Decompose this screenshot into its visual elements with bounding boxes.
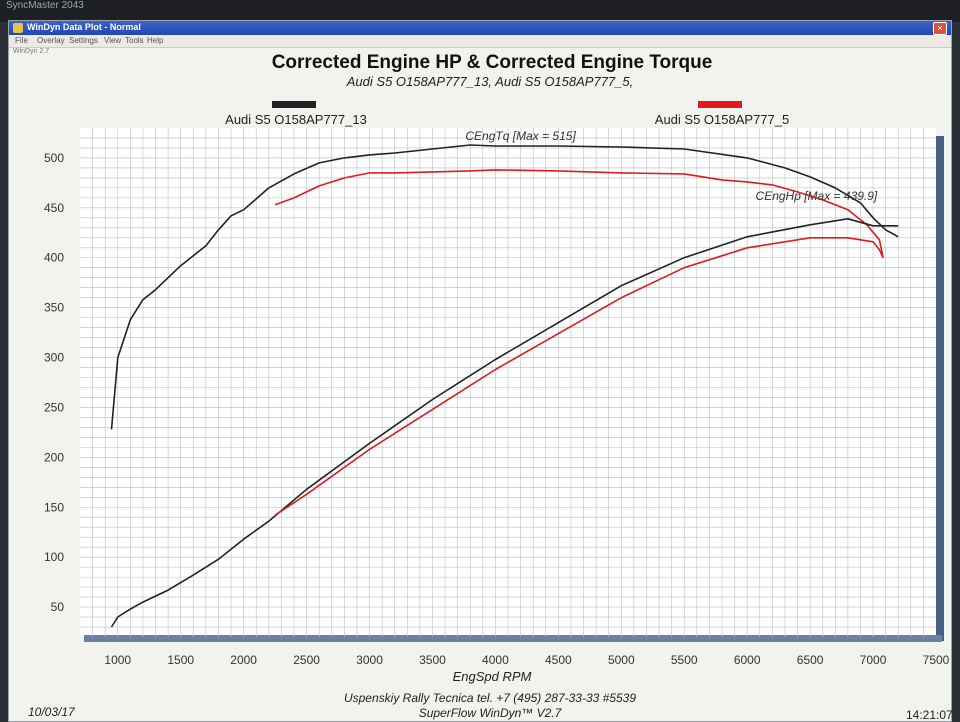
monitor-bezel: SyncMaster 2043 <box>0 0 960 22</box>
legend-swatch-5 <box>698 101 742 108</box>
plot-frame-bottom <box>84 635 942 642</box>
footer-date: 10/03/17 <box>28 705 76 719</box>
x-tick-label: 5000 <box>608 653 635 667</box>
menu-bar: File Overlay Settings View Tools Help <box>9 35 951 48</box>
annotation-torque-max: CEngTq [Max = 515] <box>465 129 576 143</box>
window-titlebar: WinDyn Data Plot - Normal × <box>9 21 951 35</box>
menu-file[interactable]: File <box>15 36 28 45</box>
y-tick-label: 350 <box>44 301 64 315</box>
x-tick-label: 3000 <box>356 653 383 667</box>
x-tick-label: 5500 <box>671 653 698 667</box>
series-lines <box>110 144 899 628</box>
x-tick-label: 1500 <box>167 653 194 667</box>
y-tick-label: 50 <box>51 600 65 614</box>
monitor-label: SyncMaster 2043 <box>6 0 84 11</box>
chart-title: Corrected Engine HP & Corrected Engine T… <box>272 52 713 73</box>
menu-tools[interactable]: Tools <box>125 36 144 45</box>
y-tick-label: 250 <box>44 400 64 414</box>
x-tick-label: 1000 <box>104 653 131 667</box>
series-line-0 <box>110 144 899 430</box>
legend-label-5: Audi S5 O158AP777_5 <box>655 112 789 127</box>
y-tick-label: 450 <box>44 201 64 215</box>
x-tick-label: 6500 <box>797 653 824 667</box>
legend-swatch-13 <box>272 101 316 108</box>
menu-view[interactable]: View <box>104 36 122 45</box>
x-tick-label: 7500 <box>923 653 950 667</box>
menu-settings[interactable]: Settings <box>69 36 98 45</box>
y-tick-label: 300 <box>44 351 64 365</box>
y-tick-label: 400 <box>44 251 64 265</box>
x-tick-label: 2500 <box>293 653 320 667</box>
x-tick-label: 4500 <box>545 653 572 667</box>
x-tick-label: 3500 <box>419 653 446 667</box>
footer-time: 14:21:07 <box>906 708 953 720</box>
app-icon <box>13 23 23 33</box>
y-tick-label: 100 <box>44 550 64 564</box>
x-tick-label: 2000 <box>230 653 257 667</box>
y-tick-label: 200 <box>44 450 64 464</box>
status-text: WinDyn 2.7 <box>13 48 50 55</box>
menu-help[interactable]: Help <box>147 36 164 45</box>
x-tick-label: 7000 <box>860 653 887 667</box>
x-tick-label: 6000 <box>734 653 761 667</box>
y-tick-label: 150 <box>44 500 64 514</box>
footer-software: SuperFlow WinDyn™ V2.7 <box>419 706 563 720</box>
legend-label-13: Audi S5 O158AP777_13 <box>225 112 367 127</box>
plot-frame-right <box>936 136 944 641</box>
x-axis-label: EngSpd RPM <box>453 669 532 684</box>
axis-ticks: 1000 1500 2000 2500 3000 3500 4000 4500 5000 5500… <box>44 151 950 667</box>
annotation-hp-max: CEngHp [Max = 439.9] <box>756 189 878 203</box>
grid <box>80 128 936 637</box>
x-tick-label: 4000 <box>482 653 509 667</box>
series-line-2 <box>110 218 899 628</box>
close-button[interactable]: × <box>933 22 947 35</box>
window-title: WinDyn Data Plot - Normal <box>27 22 141 32</box>
chart-subtitle: Audi S5 O158AP777_13, Audi S5 O158AP777_… <box>346 74 633 89</box>
menu-overlay[interactable]: Overlay <box>37 36 65 45</box>
footer-company: Uspenskiy Rally Tecnica tel. +7 (495) 28… <box>344 691 636 705</box>
series-line-3 <box>274 237 884 516</box>
series-line-1 <box>274 169 884 258</box>
y-tick-label: 500 <box>44 151 64 165</box>
